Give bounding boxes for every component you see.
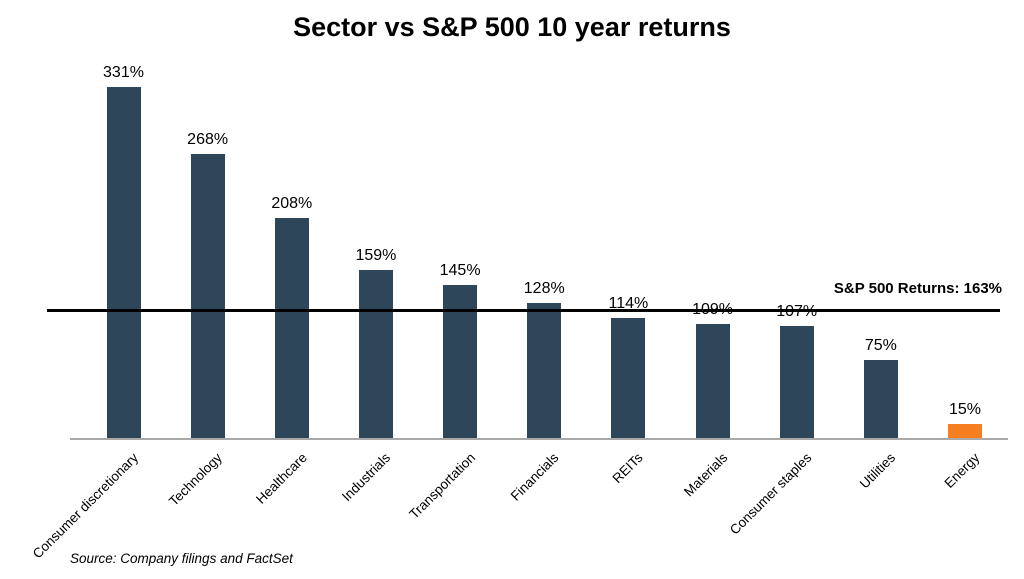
- category-label-technology: Technology: [166, 450, 226, 509]
- bar-reits: [611, 318, 646, 440]
- sp500-line-label: S&P 500 Returns: 163%: [833, 280, 1002, 297]
- category-label-energy: Energy: [941, 450, 983, 491]
- bar-technology: [190, 154, 225, 440]
- category-label-consumer-staples: Consumer staples: [726, 450, 815, 538]
- chart-title: Sector vs S&P 500 10 year returns: [293, 12, 731, 42]
- value-label-consumer-discretionary: 331%: [103, 64, 144, 81]
- source-note: Source: Company filings and FactSet: [70, 551, 293, 566]
- bar-consumer-discretionary: [106, 87, 141, 440]
- bar-industrials: [358, 270, 393, 440]
- value-label-technology: 268%: [187, 131, 229, 148]
- bar-materials: [695, 324, 730, 440]
- bar-financials: [527, 303, 562, 440]
- bar-consumer-staples: [779, 326, 814, 440]
- value-label-transportation: 145%: [439, 262, 481, 279]
- value-label-reits: 114%: [608, 295, 649, 312]
- x-axis-line: [70, 438, 1008, 440]
- category-label-consumer-discretionary: Consumer discretionary: [29, 450, 142, 562]
- value-label-energy: 15%: [948, 401, 982, 418]
- bar-healthcare: [274, 218, 309, 440]
- value-label-industrials: 159%: [355, 247, 397, 264]
- value-label-financials: 128%: [523, 280, 565, 297]
- value-label-healthcare: 208%: [271, 195, 313, 212]
- bar-energy: [948, 424, 982, 440]
- category-label-materials: Materials: [680, 450, 731, 500]
- value-label-utilities: 75%: [864, 337, 897, 354]
- category-label-financials: Financials: [508, 450, 562, 504]
- category-label-reits: REITs: [609, 450, 647, 487]
- category-label-transportation: Transportation: [405, 450, 478, 522]
- category-label-industrials: Industrials: [339, 450, 394, 505]
- category-label-healthcare: Healthcare: [252, 450, 310, 507]
- sp500-reference-line: [47, 309, 1000, 312]
- bar-utilities: [863, 360, 898, 440]
- category-label-utilities: Utilities: [857, 450, 899, 492]
- value-label-consumer-staples: 107%: [752, 302, 842, 322]
